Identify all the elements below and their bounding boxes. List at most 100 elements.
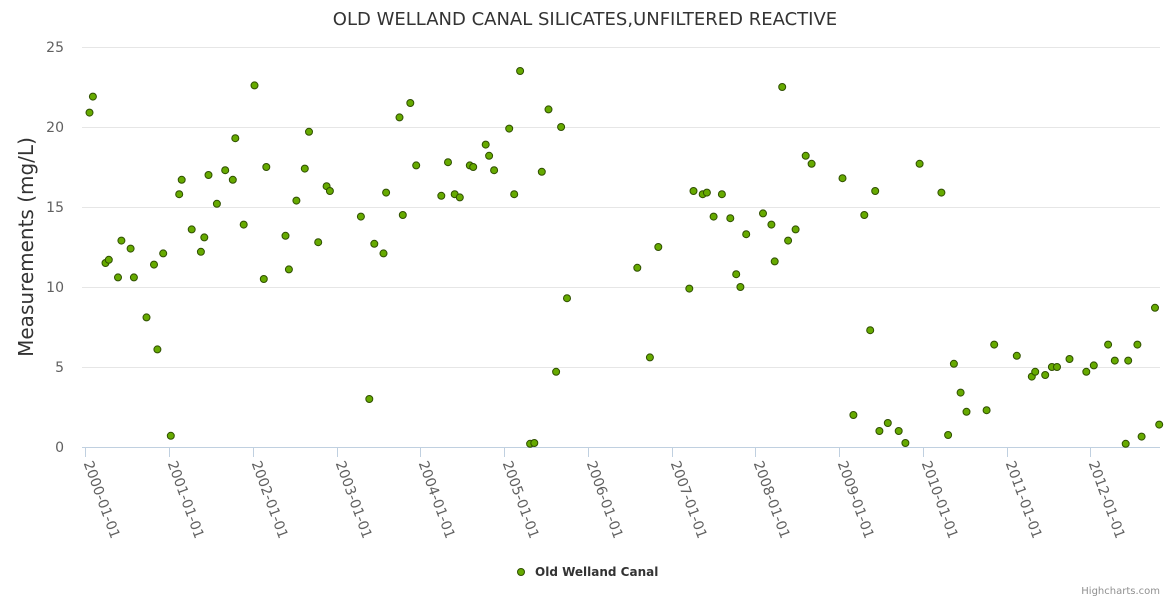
data-point[interactable] [633, 263, 642, 272]
data-point[interactable] [990, 340, 999, 349]
data-point[interactable] [395, 113, 404, 122]
data-point[interactable] [1053, 363, 1061, 371]
data-point[interactable] [685, 284, 694, 293]
data-point[interactable] [187, 225, 196, 234]
data-point[interactable] [1137, 432, 1146, 441]
data-point[interactable] [284, 265, 293, 274]
data-point[interactable] [300, 164, 309, 173]
data-point[interactable] [382, 188, 391, 197]
data-point[interactable] [778, 83, 787, 91]
data-point[interactable] [228, 175, 237, 184]
data-point[interactable] [544, 105, 553, 114]
data-point[interactable] [398, 211, 407, 219]
data-point[interactable] [444, 158, 452, 167]
data-point[interactable] [784, 236, 793, 245]
data-point[interactable] [849, 411, 858, 419]
data-point[interactable] [281, 231, 290, 240]
data-point[interactable] [883, 419, 892, 427]
data-point[interactable] [481, 140, 490, 149]
data-point[interactable] [159, 249, 168, 258]
data-point[interactable] [807, 159, 816, 168]
data-point[interactable] [221, 166, 230, 175]
data-point[interactable] [801, 151, 810, 160]
data-point[interactable] [129, 273, 138, 282]
data-point[interactable] [325, 187, 334, 195]
data-point[interactable] [742, 230, 751, 239]
data-point[interactable] [726, 214, 735, 223]
data-point[interactable] [1133, 340, 1142, 349]
data-point[interactable] [791, 225, 800, 234]
data-point[interactable] [937, 188, 946, 197]
data-point[interactable] [1124, 356, 1133, 365]
data-point[interactable] [204, 171, 213, 179]
data-point[interactable] [689, 187, 698, 195]
data-point[interactable] [437, 191, 446, 200]
data-point[interactable] [915, 159, 924, 168]
data-point[interactable] [1082, 367, 1091, 376]
data-point[interactable] [455, 193, 464, 202]
data-point[interactable] [196, 247, 205, 256]
data-point[interactable] [379, 249, 388, 258]
data-point[interactable] [1031, 367, 1040, 376]
data-point[interactable] [365, 395, 374, 403]
data-point[interactable] [114, 273, 122, 282]
data-point[interactable] [1104, 340, 1113, 349]
data-point[interactable] [702, 188, 711, 197]
data-point[interactable] [759, 209, 767, 218]
data-point[interactable] [1110, 356, 1119, 365]
data-point[interactable] [732, 270, 741, 279]
data-point[interactable] [292, 196, 301, 205]
data-point[interactable] [557, 123, 566, 131]
data-point[interactable] [1089, 361, 1098, 370]
data-point[interactable] [1151, 303, 1159, 312]
data-point[interactable] [982, 406, 991, 415]
data-point[interactable] [510, 190, 519, 199]
data-point[interactable] [645, 353, 654, 362]
data-point[interactable] [860, 211, 869, 219]
data-point[interactable] [770, 257, 779, 266]
data-point[interactable] [530, 439, 539, 447]
data-point[interactable] [104, 255, 113, 264]
data-point[interactable] [709, 212, 718, 221]
data-point[interactable] [166, 431, 175, 440]
data-point[interactable] [469, 163, 478, 171]
data-point[interactable] [239, 220, 248, 229]
data-point[interactable] [516, 67, 525, 75]
credits-link[interactable]: Highcharts.com [1081, 586, 1160, 597]
data-point[interactable] [537, 167, 546, 176]
data-point[interactable] [485, 151, 494, 160]
data-point[interactable] [142, 313, 151, 322]
data-point[interactable] [767, 220, 776, 229]
data-point[interactable] [175, 190, 184, 199]
data-point[interactable] [505, 124, 514, 133]
data-point[interactable] [250, 81, 259, 90]
data-point[interactable] [1065, 355, 1074, 363]
data-point[interactable] [153, 345, 162, 354]
data-point[interactable] [944, 431, 953, 439]
data-point[interactable] [314, 238, 323, 247]
data-point[interactable] [406, 99, 415, 107]
data-point[interactable] [126, 244, 135, 253]
legend[interactable]: Old Welland Canal [517, 565, 659, 579]
data-point[interactable] [956, 388, 965, 397]
data-point[interactable] [85, 108, 94, 117]
data-point[interactable] [262, 163, 271, 171]
data-point[interactable] [1121, 439, 1130, 448]
data-point[interactable] [200, 233, 209, 242]
legend-item-old-welland-canal[interactable]: Old Welland Canal [535, 565, 658, 579]
data-point[interactable] [370, 239, 379, 248]
data-point[interactable] [736, 283, 745, 291]
data-point[interactable] [212, 199, 221, 208]
data-point[interactable] [949, 359, 958, 368]
data-point[interactable] [412, 161, 421, 170]
data-point[interactable] [150, 260, 158, 269]
series-old-welland-canal[interactable] [85, 67, 1164, 448]
data-point[interactable] [231, 134, 240, 143]
data-point[interactable] [88, 92, 97, 101]
data-point[interactable] [717, 190, 726, 199]
data-point[interactable] [875, 427, 884, 435]
data-point[interactable] [838, 174, 847, 183]
data-point[interactable] [563, 294, 571, 303]
data-point[interactable] [866, 326, 875, 335]
data-point[interactable] [356, 212, 365, 221]
